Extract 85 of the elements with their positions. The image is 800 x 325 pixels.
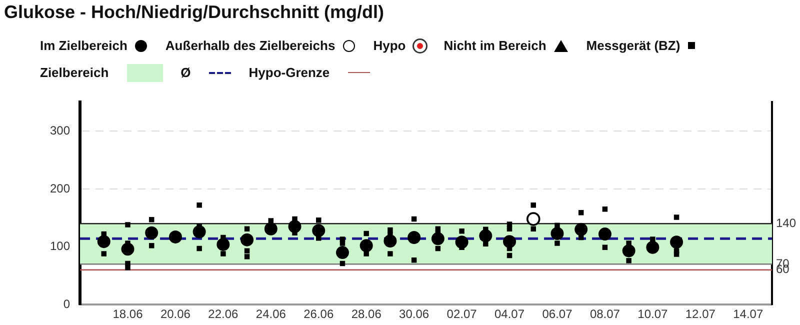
x-tick-label: 20.06 <box>160 307 191 322</box>
point <box>483 241 488 246</box>
point <box>526 212 540 226</box>
point <box>554 240 560 246</box>
x-tick-label: 04.07 <box>494 307 525 322</box>
point <box>530 226 536 232</box>
point <box>340 240 346 246</box>
point <box>411 216 417 222</box>
point <box>503 235 516 248</box>
legend-label: Außerhalb des Zielbereichs <box>165 38 336 53</box>
point <box>550 226 564 240</box>
point <box>650 236 656 242</box>
x-tick-label: 06.07 <box>542 307 573 322</box>
point <box>220 251 226 256</box>
point <box>216 238 230 251</box>
point <box>674 252 680 257</box>
point <box>125 264 130 270</box>
point <box>264 222 278 236</box>
point <box>506 252 512 258</box>
point <box>578 234 584 240</box>
point <box>364 251 369 256</box>
x-tick-label: 12.07 <box>685 307 716 322</box>
x-tick-label: 18.06 <box>112 307 144 322</box>
point <box>459 228 464 234</box>
point <box>602 244 608 250</box>
point <box>360 239 373 252</box>
point <box>240 233 254 246</box>
point <box>340 260 346 266</box>
point <box>244 248 250 254</box>
x-tick-label: 24.06 <box>256 307 286 322</box>
point <box>145 226 158 240</box>
point <box>168 230 182 244</box>
x-tick-label: 30.06 <box>399 307 430 322</box>
point <box>622 244 636 258</box>
point <box>674 214 680 220</box>
point <box>554 222 560 228</box>
point <box>388 251 393 256</box>
point <box>364 230 369 236</box>
point <box>602 206 608 212</box>
point <box>196 202 202 208</box>
chart-title: Glukose - Hoch/Niedrig/Durchschnitt (mg/dl) <box>4 2 384 23</box>
point <box>506 226 512 232</box>
point <box>670 236 684 249</box>
point <box>196 246 202 252</box>
point <box>312 224 326 238</box>
point <box>646 240 660 254</box>
point <box>125 222 130 228</box>
x-tick-label: 08.07 <box>590 307 620 322</box>
point <box>408 231 421 244</box>
x-tick-label: 28.06 <box>351 307 382 322</box>
legend-label: Zielbereich <box>40 65 109 80</box>
point <box>148 242 154 248</box>
legend-label: Hypo <box>373 38 406 53</box>
x-tick-label: 22.06 <box>208 307 239 322</box>
y2-tick-label: 140 <box>776 216 796 230</box>
point <box>148 216 154 222</box>
point <box>244 226 250 232</box>
legend-label: Messgerät (BZ) <box>586 38 680 53</box>
y-tick-label: 100 <box>50 239 70 254</box>
y-tick-label: 300 <box>50 123 70 138</box>
point <box>578 210 584 216</box>
point <box>411 257 417 263</box>
point <box>316 218 322 223</box>
point <box>388 227 393 233</box>
point <box>530 202 536 208</box>
point <box>384 234 397 248</box>
point <box>336 246 349 260</box>
legend-label: Im Zielbereich <box>40 38 128 53</box>
x-tick-label: 02.07 <box>446 307 478 322</box>
point <box>598 228 612 241</box>
y-tick-label: 200 <box>50 181 70 196</box>
point <box>268 218 274 224</box>
y-tick-label: 0 <box>63 296 70 311</box>
point <box>101 251 107 256</box>
point <box>574 222 588 236</box>
x-tick-label: 26.06 <box>304 307 334 322</box>
point <box>97 235 110 248</box>
x-tick-label: 14.07 <box>733 307 764 322</box>
legend-label: Ø <box>180 65 191 80</box>
x-tick-label: 10.07 <box>638 307 668 322</box>
point <box>244 254 250 260</box>
point <box>626 258 632 264</box>
legend-label: Hypo-Grenze <box>248 65 330 80</box>
legend-label: Nicht im Bereich <box>444 38 546 53</box>
point <box>435 246 441 252</box>
